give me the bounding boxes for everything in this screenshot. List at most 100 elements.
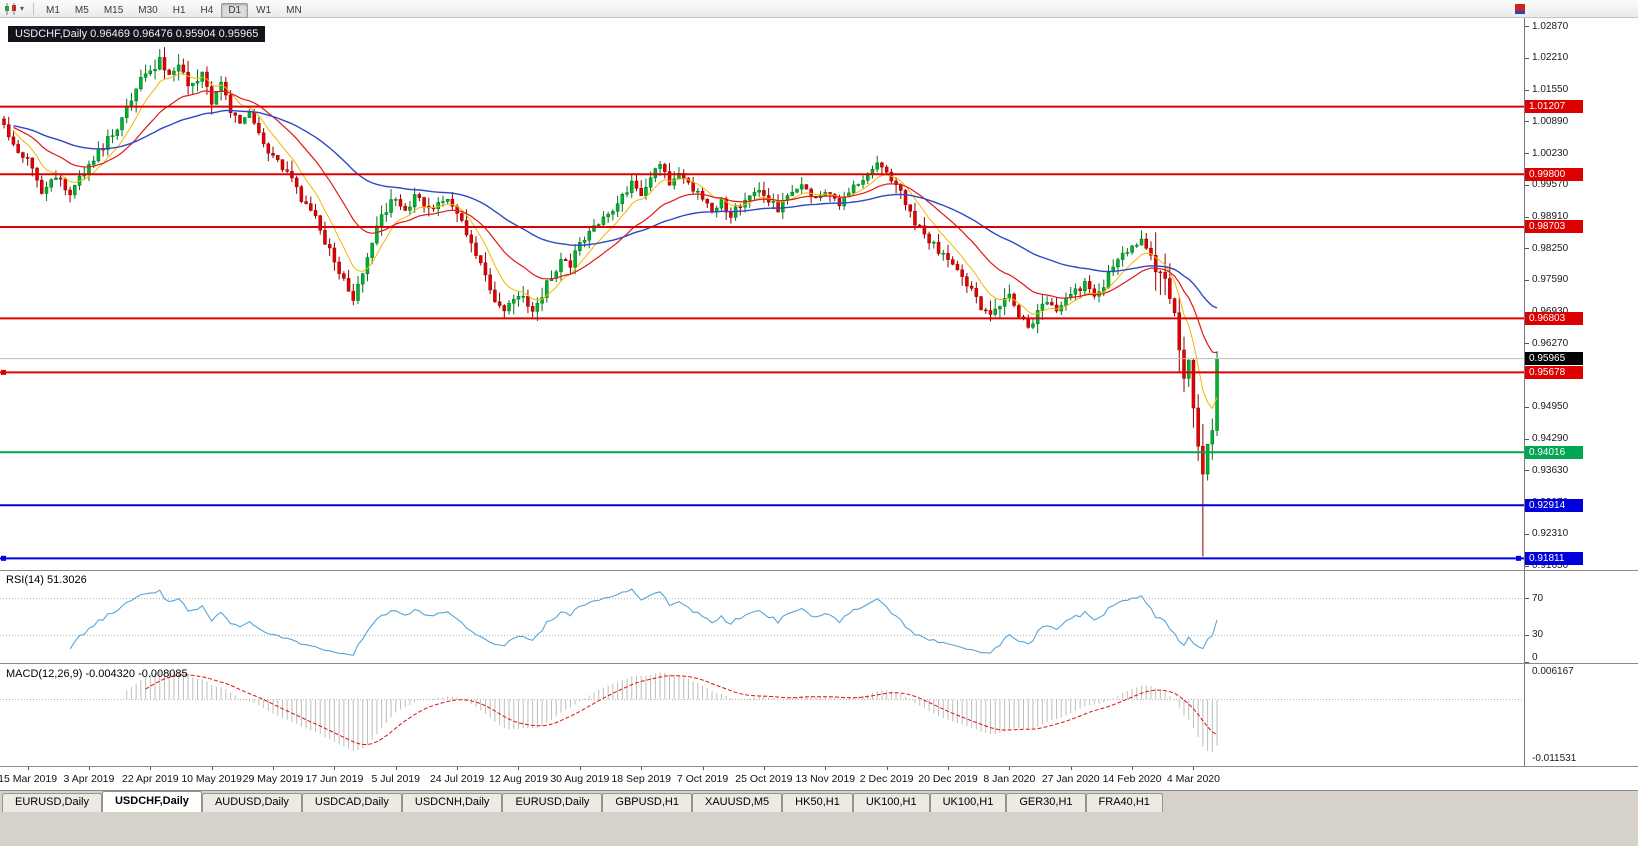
rsi-axis: 70 30 0 xyxy=(1524,571,1638,663)
chart-tab-eurusd-daily[interactable]: EURUSD,Daily xyxy=(502,793,603,812)
price-tick-label: 0.96930 xyxy=(1532,306,1568,317)
panel-separator[interactable] xyxy=(0,570,1638,571)
chart-tab-xauusd-m5[interactable]: XAUUSD,M5 xyxy=(691,793,783,812)
chart-tab-uk100-h1[interactable]: UK100,H1 xyxy=(929,793,1007,812)
date-tickmark xyxy=(395,767,397,770)
date-tickmark xyxy=(273,767,275,770)
date-tickmark xyxy=(150,767,152,770)
date-label: 17 Jun 2019 xyxy=(305,773,364,785)
ma-21-line xyxy=(13,90,1218,354)
chart-type-icon[interactable] xyxy=(4,2,18,15)
macd-indicator-label: MACD(12,26,9) -0.004320 -0.008085 xyxy=(6,668,188,680)
chart-tab-eurusd-daily[interactable]: EURUSD,Daily xyxy=(2,793,102,812)
price-axis[interactable]: 1.02870 1.02210 1.01550 1.00890 1.00230 0.995… xyxy=(1524,18,1638,570)
axis-tickmark xyxy=(1525,153,1529,155)
macd-tick-label: -0.011531 xyxy=(1532,753,1577,764)
price-tick-label: 0.97590 xyxy=(1532,274,1569,286)
timeframe-button-m5[interactable]: M5 xyxy=(74,4,89,16)
chart-tab-usdchf-daily[interactable]: USDCHF,Daily xyxy=(101,791,202,812)
axis-tickmark xyxy=(1525,634,1529,636)
axis-tickmark xyxy=(1525,565,1529,567)
date-label: 13 Nov 2019 xyxy=(795,773,856,785)
price-badge-1.01207: 1.01207 xyxy=(1525,100,1583,114)
chart-tab-uk100-h1[interactable]: UK100,H1 xyxy=(852,793,930,812)
level-handle-left xyxy=(1,369,6,375)
date-label: 4 Mar 2020 xyxy=(1166,773,1220,785)
timeframe-button-group: M1 M5 M15 M30 H1 H4 D1 W1 MN xyxy=(39,0,310,18)
rsi-line xyxy=(69,588,1218,656)
date-label: 22 Apr 2019 xyxy=(121,773,179,785)
date-label: 8 Jan 2020 xyxy=(983,773,1036,785)
macd-panel[interactable] xyxy=(0,664,1524,766)
price-badge-0.91811: 0.91811 xyxy=(1525,551,1583,565)
timeframe-button-m30[interactable]: M30 xyxy=(138,4,158,16)
price-badge-0.98703: 0.98703 xyxy=(1525,220,1583,234)
chart-tab-ger30-h1[interactable]: GER30,H1 xyxy=(1006,793,1086,812)
price-tick-label: 1.00230 xyxy=(1532,147,1569,159)
axis-tickmark xyxy=(1525,406,1529,408)
chart-tab-usdcad-daily[interactable]: USDCAD,Daily xyxy=(301,793,402,812)
macd-tick-label: 0.006167 xyxy=(1532,666,1574,677)
toolbar-separator xyxy=(33,2,35,15)
date-label: 29 May 2019 xyxy=(242,773,304,785)
price-badge-0.96803: 0.96803 xyxy=(1525,311,1583,325)
date-tickmark xyxy=(948,767,949,770)
ma-55-line xyxy=(13,109,1218,309)
toolbar: ▾ M1 M5 M15 M30 H1 H4 D1 W1 MN xyxy=(0,0,1638,18)
chart-tab-gbpusd-h1[interactable]: GBPUSD,H1 xyxy=(602,793,692,812)
chart-tab-hk50-h1[interactable]: HK50,H1 xyxy=(782,793,853,812)
timeframe-button-w1[interactable]: W1 xyxy=(256,4,272,16)
date-tickmark xyxy=(457,767,459,770)
panel-separator[interactable] xyxy=(0,663,1638,664)
timeframe-button-m15[interactable]: M15 xyxy=(103,4,124,16)
date-label: 14 Feb 2020 xyxy=(1102,773,1162,785)
date-tickmark xyxy=(1193,767,1195,770)
date-tickmark xyxy=(825,767,827,770)
price-badge-current: 0.95965 xyxy=(1525,352,1583,366)
date-label: 12 Aug 2019 xyxy=(488,773,548,785)
chart-tab-bar: EURUSD,Daily USDCHF,Daily AUDUSD,Daily USDC… xyxy=(0,790,1638,812)
date-tickmark xyxy=(518,767,520,770)
timeframe-button-mn[interactable]: MN xyxy=(286,4,302,16)
axis-tickmark xyxy=(1525,184,1529,186)
date-label: 20 Dec 2019 xyxy=(918,773,978,785)
price-tick-label: 0.91650 xyxy=(1532,560,1569,570)
date-label: 5 Jul 2019 xyxy=(371,773,420,785)
timeframe-button-h4[interactable]: H4 xyxy=(200,4,214,16)
candlesticks xyxy=(2,47,1219,557)
timeframe-button-m1[interactable]: M1 xyxy=(46,4,60,16)
date-tickmark xyxy=(1132,767,1134,770)
status-area xyxy=(0,812,1638,846)
price-tick-label: 0.94290 xyxy=(1532,433,1569,445)
rsi-tick-label: 0 xyxy=(1532,652,1538,663)
axis-tickmark xyxy=(1525,121,1529,123)
date-tickmark xyxy=(886,767,888,770)
chart-tab-fra40-h1[interactable]: FRA40,H1 xyxy=(1085,793,1163,812)
axis-tickmark xyxy=(1525,216,1529,218)
horizontal-level-lines[interactable] xyxy=(0,105,1524,561)
ma-8-line xyxy=(13,73,1218,410)
price-tick-label: 1.00890 xyxy=(1532,115,1569,127)
axis-tickmark xyxy=(1525,438,1529,440)
date-tickmark xyxy=(88,767,90,770)
axis-tickmark xyxy=(1525,343,1529,345)
chart-type-dropdown-icon[interactable]: ▾ xyxy=(20,4,25,13)
price-tick-label: 0.98910 xyxy=(1532,211,1569,223)
date-label: 18 Sep 2019 xyxy=(611,773,671,785)
timeframe-button-d1[interactable]: D1 xyxy=(221,2,249,18)
axis-tickmark xyxy=(1525,279,1529,281)
price-tick-label: 1.02210 xyxy=(1532,52,1569,64)
date-tickmark xyxy=(763,767,765,770)
axis-tickmark xyxy=(1525,661,1529,663)
date-label: 10 May 2019 xyxy=(181,773,243,785)
date-tickmark xyxy=(702,767,704,770)
rsi-panel[interactable] xyxy=(0,571,1524,663)
chart-tab-usdcnh-daily[interactable]: USDCNH,Daily xyxy=(401,793,503,812)
price-tick-label: 1.02870 xyxy=(1532,20,1569,32)
timeframe-button-h1[interactable]: H1 xyxy=(172,4,186,16)
main-price-chart[interactable] xyxy=(0,18,1524,570)
date-label: 30 Aug 2019 xyxy=(550,773,610,785)
chart-tab-audusd-daily[interactable]: AUDUSD,Daily xyxy=(201,793,302,812)
macd-histogram xyxy=(126,670,1218,753)
date-label: 24 Jul 2019 xyxy=(429,773,485,785)
